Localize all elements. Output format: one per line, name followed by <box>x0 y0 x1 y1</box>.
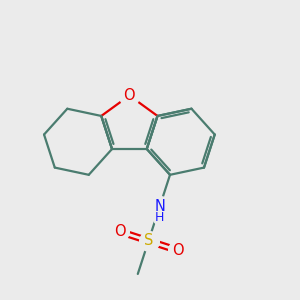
Text: N: N <box>154 199 165 214</box>
Text: O: O <box>172 243 183 258</box>
Text: O: O <box>114 224 125 239</box>
Text: H: H <box>155 211 164 224</box>
Text: O: O <box>124 88 135 103</box>
Text: S: S <box>144 233 153 248</box>
